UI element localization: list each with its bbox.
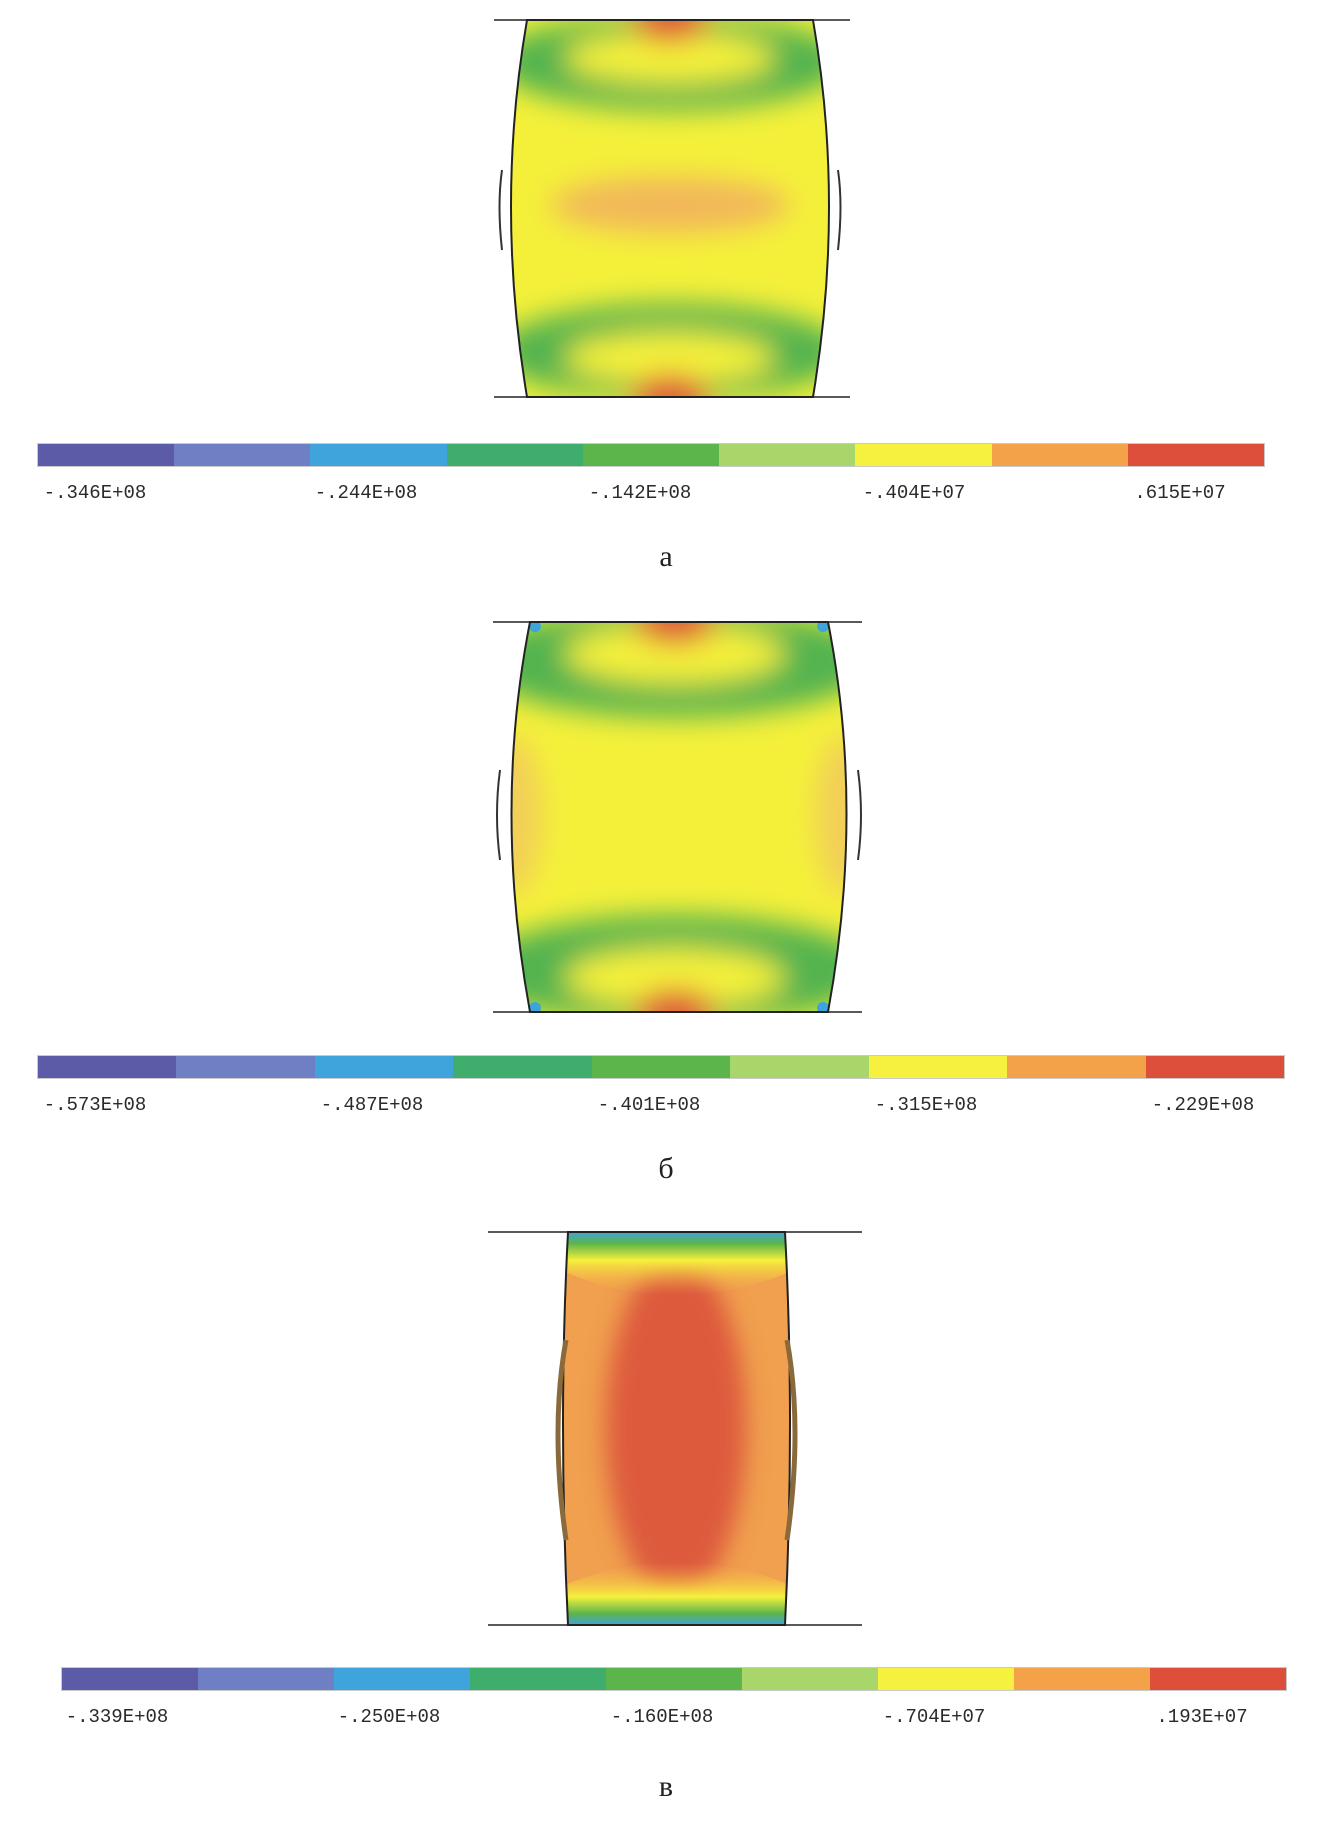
legend-swatch-9 — [1127, 444, 1264, 466]
legend-tick-b-1: -.573E+08 — [43, 1094, 147, 1116]
legend-swatch-2 — [176, 1056, 315, 1078]
legend-swatch-1 — [38, 1056, 177, 1078]
legend-swatch-8 — [1007, 1056, 1146, 1078]
legend-tick-b-5: -.229E+08 — [1151, 1094, 1255, 1116]
legend-swatch-3 — [334, 1668, 470, 1690]
original-edge-left-v — [555, 1339, 569, 1541]
legend-swatch-4 — [453, 1056, 592, 1078]
legend-tick-b-2: -.487E+08 — [320, 1094, 424, 1116]
color-legend-a — [38, 444, 1264, 466]
panel-v: -.339E+08 -.250E+08 -.160E+08 -.704E+07 … — [0, 1210, 1332, 1827]
legend-tick-a-2: -.244E+08 — [314, 482, 418, 504]
legend-swatch-2 — [174, 444, 311, 466]
legend-swatch-8 — [1014, 1668, 1150, 1690]
original-edge-right-v — [784, 1339, 798, 1541]
legend-tick-b-4: -.315E+08 — [874, 1094, 978, 1116]
legend-tick-a-4: -.404E+07 — [862, 482, 966, 504]
legend-tick-v-5: .193E+07 — [1156, 1706, 1248, 1728]
legend-swatch-9 — [1150, 1668, 1286, 1690]
color-legend-v — [62, 1668, 1286, 1690]
legend-swatch-4 — [470, 1668, 606, 1690]
legend-swatch-7 — [868, 1056, 1008, 1078]
original-edge-right-a — [837, 169, 842, 251]
panel-b: -.573E+08 -.487E+08 -.401E+08 -.315E+08 … — [0, 600, 1332, 1210]
legend-tick-v-4: -.704E+07 — [882, 1706, 986, 1728]
legend-swatch-6 — [730, 1056, 869, 1078]
caption-a: а — [659, 540, 673, 573]
legend-swatch-6 — [742, 1668, 878, 1690]
legend-swatch-1 — [62, 1668, 198, 1690]
legend-swatch-5 — [591, 1056, 731, 1078]
legend-tick-a-5: .615E+07 — [1134, 482, 1226, 504]
legend-swatch-8 — [991, 444, 1128, 466]
original-edge-right-b — [857, 769, 862, 861]
original-edge-left-a — [498, 169, 503, 251]
legend-tick-v-3: -.160E+08 — [610, 1706, 714, 1728]
legend-swatch-3 — [310, 444, 447, 466]
caption-b: б — [658, 1152, 674, 1185]
contour-plot-b — [493, 621, 862, 1013]
legend-swatch-9 — [1145, 1056, 1284, 1078]
legend-swatch-3 — [314, 1056, 454, 1078]
original-edge-left-b — [496, 769, 501, 861]
legend-tick-b-3: -.401E+08 — [597, 1094, 701, 1116]
legend-swatch-5 — [582, 444, 720, 466]
legend-swatch-5 — [606, 1668, 742, 1690]
stress-field-a — [511, 20, 829, 397]
legend-swatch-4 — [446, 444, 583, 466]
contour-plot-a — [494, 19, 850, 398]
legend-tick-a-1: -.346E+08 — [43, 482, 147, 504]
stress-field-v — [563, 1232, 790, 1625]
specimen-outline-a — [510, 19, 830, 398]
legend-swatch-7 — [855, 444, 992, 466]
legend-tick-v-1: -.339E+08 — [65, 1706, 169, 1728]
legend-swatch-6 — [719, 444, 856, 466]
panel-a: -.346E+08 -.244E+08 -.142E+08 -.404E+07 … — [0, 0, 1332, 600]
stress-field-b — [511, 622, 847, 1012]
contour-plot-v — [488, 1231, 862, 1626]
legend-swatch-2 — [198, 1668, 334, 1690]
legend-tick-v-2: -.250E+08 — [337, 1706, 441, 1728]
color-legend-b — [38, 1056, 1284, 1078]
legend-swatch-1 — [38, 444, 175, 466]
specimen-outline-b — [510, 621, 848, 1013]
legend-swatch-7 — [878, 1668, 1014, 1690]
caption-v: в — [658, 1770, 674, 1803]
legend-tick-a-3: -.142E+08 — [588, 482, 692, 504]
